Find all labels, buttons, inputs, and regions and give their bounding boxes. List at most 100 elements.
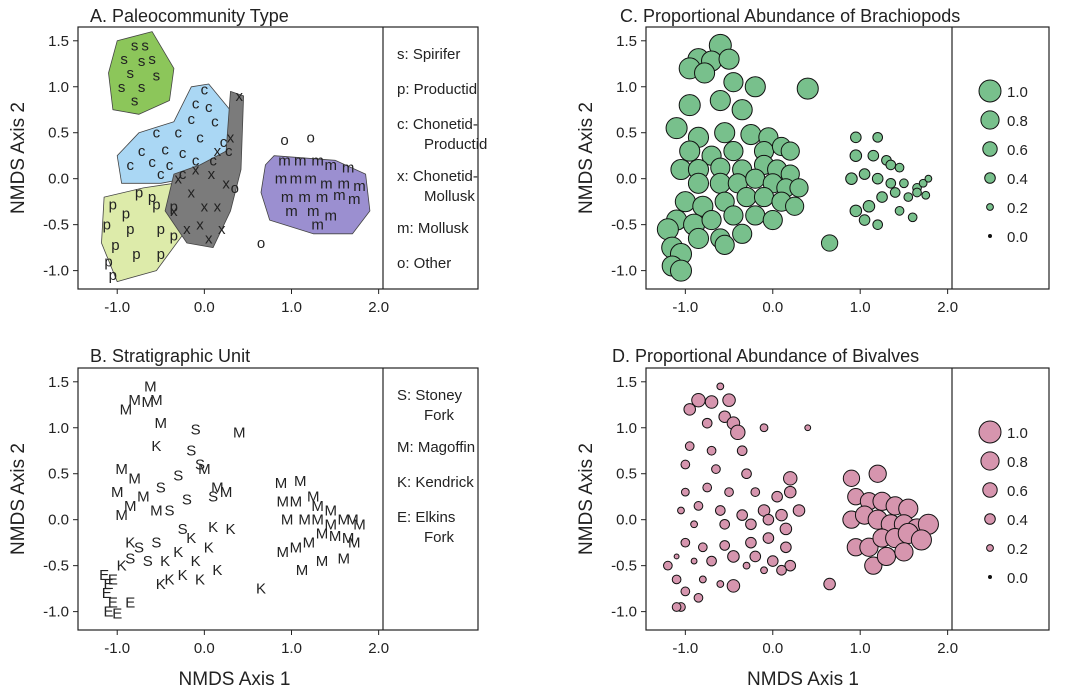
point-p: p bbox=[148, 189, 156, 206]
point-p: p bbox=[103, 217, 111, 234]
y-tick-label: -1.0 bbox=[43, 604, 69, 621]
panel-title: B. Stratigraphic Unit bbox=[90, 346, 250, 366]
legend-entry-S: S: Stoney Fork bbox=[397, 387, 463, 424]
abundance-bubble bbox=[742, 561, 751, 570]
point-M: M bbox=[144, 378, 157, 395]
size-legend-label: 0.4 bbox=[1007, 512, 1028, 529]
abundance-bubble bbox=[762, 513, 775, 526]
abundance-bubble bbox=[702, 482, 713, 493]
abundance-bubble bbox=[872, 131, 884, 143]
abundance-bubble bbox=[690, 557, 698, 565]
x-tick-label: 2.0 bbox=[368, 640, 389, 657]
point-x: x bbox=[214, 198, 222, 215]
point-S: S bbox=[195, 457, 205, 474]
abundance-bubble bbox=[889, 187, 901, 198]
point-x: x bbox=[205, 230, 213, 247]
abundance-bubble bbox=[723, 72, 744, 93]
abundance-bubble bbox=[771, 490, 783, 503]
abundance-bubble bbox=[750, 487, 761, 497]
point-S: S bbox=[191, 422, 201, 439]
abundance-bubble bbox=[849, 149, 863, 162]
point-c: c bbox=[148, 154, 156, 171]
point-M: M bbox=[137, 489, 150, 506]
abundance-bubble bbox=[745, 205, 766, 226]
x-tick-label: 2.0 bbox=[368, 299, 389, 316]
point-c: c bbox=[153, 125, 161, 142]
abundance-bubble bbox=[776, 564, 787, 576]
point-p: p bbox=[122, 206, 130, 223]
point-p: p bbox=[170, 228, 178, 245]
abundance-bubble bbox=[732, 223, 753, 244]
point-m: m bbox=[290, 171, 303, 188]
point-M: M bbox=[311, 498, 324, 515]
abundance-bubble bbox=[780, 541, 792, 554]
abundance-bubble bbox=[876, 191, 888, 203]
y-tick-label: 1.0 bbox=[48, 79, 69, 96]
y-tick-label: -1.0 bbox=[43, 263, 69, 280]
y-tick-label: -1.0 bbox=[611, 604, 637, 621]
point-s: s bbox=[138, 79, 146, 96]
legend-entry-x: x: Chonetid-Mollusk bbox=[397, 168, 478, 205]
point-K: K bbox=[160, 553, 170, 570]
abundance-bubble bbox=[760, 566, 768, 575]
abundance-bubble bbox=[680, 487, 690, 497]
point-x: x bbox=[201, 198, 209, 215]
point-M: M bbox=[294, 473, 307, 490]
x-tick-label: 0.0 bbox=[194, 640, 215, 657]
x-tick-label: -1.0 bbox=[672, 640, 698, 657]
abundance-bubble bbox=[858, 214, 871, 226]
point-c: c bbox=[201, 82, 209, 99]
abundance-bubble bbox=[783, 471, 798, 486]
size-legend-label: 1.0 bbox=[1007, 425, 1028, 442]
point-c: c bbox=[209, 152, 217, 169]
point-S: S bbox=[134, 539, 144, 556]
abundance-bubble bbox=[745, 536, 757, 549]
point-c: c bbox=[225, 143, 233, 160]
point-K: K bbox=[208, 519, 218, 536]
size-legend-bubble bbox=[986, 544, 994, 552]
point-M: M bbox=[338, 512, 351, 529]
abundance-bubble bbox=[796, 77, 819, 100]
y-tick-label: 0.5 bbox=[48, 125, 69, 142]
abundance-bubble bbox=[687, 172, 710, 194]
point-M: M bbox=[298, 512, 311, 529]
abundance-bubble bbox=[663, 560, 673, 571]
abundance-bubble bbox=[669, 259, 692, 282]
point-c: c bbox=[205, 99, 213, 116]
point-M: M bbox=[277, 493, 290, 510]
point-p: p bbox=[126, 221, 134, 238]
point-M: M bbox=[155, 415, 168, 432]
point-p: p bbox=[104, 253, 112, 270]
point-M: M bbox=[277, 544, 290, 561]
abundance-bubble bbox=[783, 485, 797, 499]
point-m: m bbox=[353, 178, 366, 195]
x-tick-label: -1.0 bbox=[672, 299, 698, 316]
x-tick-label: 0.0 bbox=[762, 640, 783, 657]
abundance-bubble bbox=[697, 542, 708, 553]
abundance-bubble bbox=[730, 424, 746, 441]
point-M: M bbox=[311, 512, 324, 529]
abundance-bubble bbox=[701, 417, 713, 429]
point-K: K bbox=[256, 581, 266, 598]
point-c: c bbox=[179, 145, 187, 162]
point-M: M bbox=[324, 502, 337, 519]
size-legend-label: 0.8 bbox=[1007, 454, 1028, 471]
point-c: c bbox=[192, 152, 200, 169]
size-legend-bubble bbox=[980, 110, 1000, 130]
abundance-bubble bbox=[727, 550, 740, 563]
abundance-bubble bbox=[722, 393, 736, 407]
point-m: m bbox=[294, 152, 307, 169]
point-o: o bbox=[257, 235, 265, 252]
abundance-bubble bbox=[701, 209, 722, 231]
point-M: M bbox=[124, 498, 137, 515]
abundance-bubble bbox=[736, 186, 757, 208]
abundance-bubble bbox=[780, 141, 800, 161]
panel-frame bbox=[77, 367, 479, 631]
point-c: c bbox=[192, 95, 200, 112]
point-m: m bbox=[285, 203, 298, 220]
point-K: K bbox=[164, 571, 174, 588]
point-K: K bbox=[125, 535, 135, 552]
point-m: m bbox=[324, 157, 337, 174]
legend-entry-s: s: Spirifer bbox=[397, 46, 460, 63]
